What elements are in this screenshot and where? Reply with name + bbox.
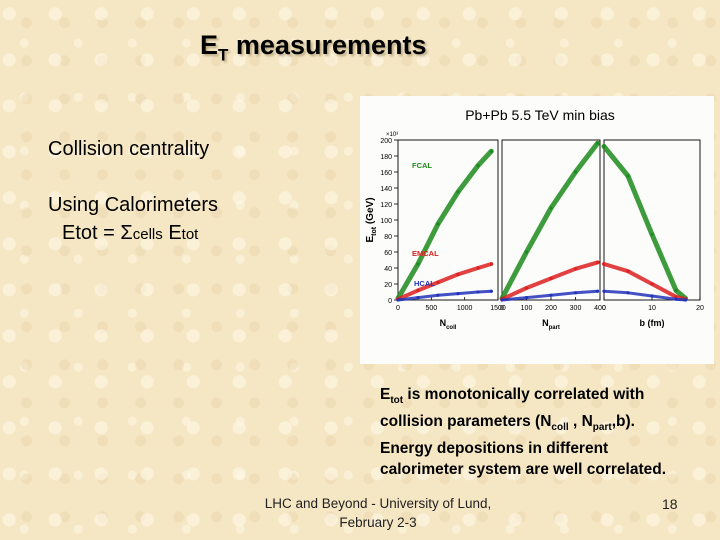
- series-label-emcal: EMCAL: [412, 249, 439, 258]
- x-tick-label: 100: [521, 305, 533, 312]
- series-emcal-line: [396, 262, 494, 302]
- x-tick-label: 500: [425, 305, 437, 312]
- series-emcal-point: [549, 276, 553, 280]
- series-hcal-point: [500, 298, 504, 302]
- x-tick-label: 10: [648, 305, 656, 312]
- series-emcal-point: [650, 282, 654, 286]
- y-tick-label: 0: [388, 298, 392, 305]
- x-tick-label: 300: [570, 305, 582, 312]
- series-fcal-point: [549, 206, 553, 210]
- y-tick-label: 140: [380, 186, 392, 193]
- series-emcal-point: [524, 286, 529, 290]
- description-line-2: collision parameters (Ncoll , Npart,b).: [380, 413, 635, 434]
- series-hcal-point: [595, 289, 600, 293]
- description-text: Etot is monotonically correlated with co…: [380, 384, 710, 480]
- series-hcal-point: [436, 293, 440, 297]
- bullet-using-calorimeters: Using Calorimeters: [48, 194, 219, 216]
- panel-frame: [397, 139, 499, 301]
- x-tick-label: 20: [696, 305, 704, 312]
- x-tick-label: 0: [602, 305, 606, 312]
- series-fcal-point: [489, 149, 493, 153]
- y-tick-label: 100: [380, 218, 392, 225]
- series-fcal-point: [595, 141, 600, 145]
- y-tick-label: 180: [380, 154, 392, 161]
- x-tick-label: 1500: [490, 305, 506, 312]
- y-axis-label: Etot (GeV): [365, 197, 378, 242]
- series-fcal-point: [573, 170, 578, 174]
- series-fcal-point: [650, 232, 654, 236]
- chart-svg: Pb+Pb 5.5 TeV min bias020406080100120140…: [365, 107, 704, 331]
- series-hcal-point: [396, 298, 400, 302]
- series-fcal-point: [416, 262, 420, 266]
- series-emcal-point: [456, 272, 460, 276]
- series-hcal-point: [684, 298, 688, 302]
- formula-etot: Etot = Σcells Etot: [62, 222, 199, 244]
- description-line-1: Etot is monotonically correlated with: [380, 386, 645, 407]
- series-hcal-point: [489, 289, 493, 293]
- series-hcal-point: [476, 290, 480, 294]
- x-tick-label: 400: [594, 305, 606, 312]
- series-label-hcal: HCAL: [414, 279, 435, 288]
- series-fcal-point: [476, 164, 480, 168]
- series-fcal-point: [602, 144, 606, 148]
- series-fcal-point: [456, 190, 460, 194]
- series-hcal-point: [416, 296, 420, 300]
- series-fcal-point: [626, 174, 630, 178]
- x-tick-label: 0: [396, 305, 400, 312]
- series-hcal-point: [602, 289, 606, 293]
- series-emcal-point: [602, 262, 606, 266]
- page-number: 18: [662, 496, 678, 512]
- x-axis-label: Npart: [542, 318, 560, 331]
- series-emcal-point: [626, 269, 630, 273]
- series-hcal-point: [650, 294, 654, 298]
- series-hcal-line: [396, 289, 493, 302]
- y-tick-label: 200: [380, 138, 392, 145]
- series-emcal-point: [489, 262, 493, 266]
- series-emcal-point: [476, 266, 480, 270]
- x-axis-label: Ncoll: [440, 318, 457, 331]
- series-fcal-point: [436, 222, 440, 226]
- y-tick-label: 40: [384, 266, 392, 273]
- x-tick-label: 200: [545, 305, 557, 312]
- series-emcal-point: [436, 280, 440, 284]
- footer-text: LHC and Beyond - University of Lund, Feb…: [264, 496, 492, 530]
- slide-title: ET measurements: [200, 30, 427, 65]
- x-axis-label: b (fm): [640, 318, 665, 328]
- x-tick-label: 0: [500, 305, 504, 312]
- y-tick-label: 160: [380, 170, 392, 177]
- series-fcal-point: [524, 250, 529, 254]
- sigma-symbol: Σ: [120, 222, 133, 244]
- series-emcal-point: [416, 288, 420, 292]
- series-fcal-point: [674, 288, 678, 292]
- description-line-4: calorimeter system are well correlated.: [380, 461, 667, 479]
- bullet-collision-centrality: Collision centrality: [48, 138, 210, 160]
- series-hcal-point: [674, 297, 678, 301]
- series-hcal-point: [456, 292, 460, 296]
- series-hcal-point: [549, 293, 553, 297]
- y-tick-label: 20: [384, 282, 392, 289]
- y-tick-label: 120: [380, 202, 392, 209]
- series-fcal-line: [601, 143, 689, 301]
- y-multiplier: ×10³: [386, 132, 398, 138]
- series-emcal-point: [595, 260, 600, 264]
- y-tick-label: 60: [384, 250, 392, 257]
- series-hcal-point: [573, 291, 578, 295]
- series-fcal-line: [499, 140, 601, 301]
- description-line-3: Energy depositions in different: [380, 440, 609, 458]
- series-hcal-point: [524, 296, 529, 300]
- x-tick-label: 1000: [457, 305, 473, 312]
- panel-frame: [501, 139, 601, 301]
- series-label-fcal: FCAL: [412, 161, 432, 170]
- chart-figure: Pb+Pb 5.5 TeV min bias 0 20 40 60 80 100 120 140…: [360, 96, 714, 364]
- chart-title: Pb+Pb 5.5 TeV min bias: [465, 107, 615, 123]
- series-hcal-point: [626, 291, 630, 295]
- series-emcal-point: [573, 267, 578, 271]
- series-fcal-line: [395, 148, 494, 301]
- y-tick-label: 80: [384, 234, 392, 241]
